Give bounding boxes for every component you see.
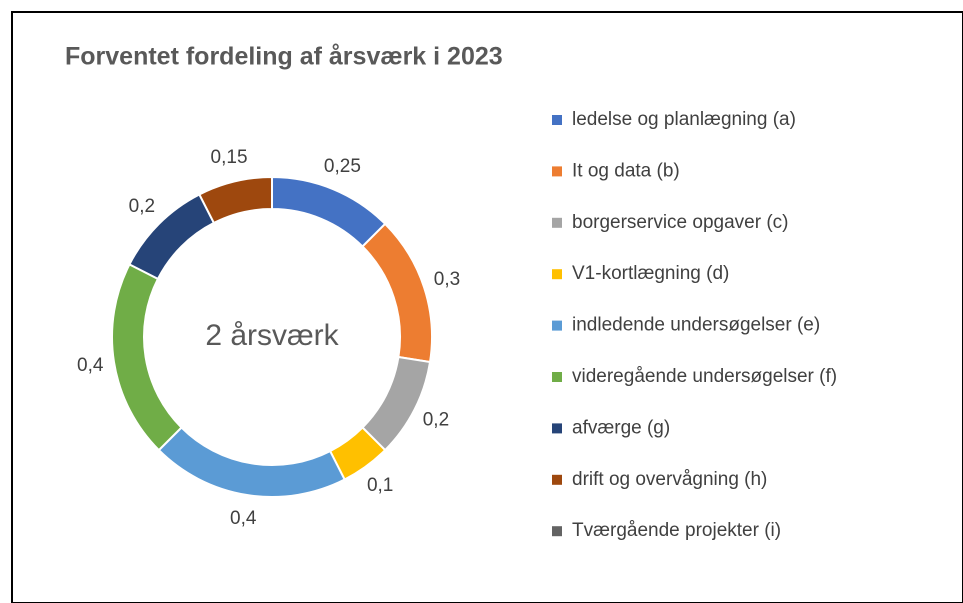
legend-swatch (552, 269, 562, 280)
data-label: 0,4 (77, 355, 104, 376)
legend-swatch (552, 372, 562, 382)
legend-label: videregående undersøgelser (f) (572, 366, 837, 387)
legend-label: afværge (g) (572, 417, 670, 438)
legend-label: V1-kortlægning (d) (572, 263, 729, 284)
legend-swatch (552, 320, 562, 331)
legend-label: borgerservice opgaver (c) (572, 212, 788, 233)
data-label: 0,1 (367, 475, 393, 496)
legend-swatch (552, 423, 562, 434)
center-label: 2 årsværk (205, 319, 339, 352)
legend-swatch (552, 115, 562, 125)
data-label: 0,4 (230, 508, 257, 529)
data-label: 0,2 (129, 196, 155, 217)
data-label: 0,3 (434, 269, 460, 290)
chart-title: Forventet fordeling af årsværk i 2023 (65, 43, 503, 71)
chart-frame (11, 11, 963, 603)
legend-label: Tværgående projekter (i) (572, 520, 781, 541)
legend-swatch (552, 166, 562, 177)
legend-swatch (552, 474, 562, 485)
legend-label: ledelse og planlægning (a) (572, 109, 796, 130)
data-label: 0,15 (211, 147, 248, 168)
data-label: 0,2 (423, 410, 449, 431)
legend-swatch (552, 217, 562, 228)
legend-label: indledende undersøgelser (e) (572, 315, 820, 336)
data-label: 0,25 (324, 156, 361, 177)
legend-swatch (552, 526, 562, 537)
legend-label: drift og overvågning (h) (572, 469, 767, 490)
legend-label: It og data (b) (572, 160, 680, 181)
